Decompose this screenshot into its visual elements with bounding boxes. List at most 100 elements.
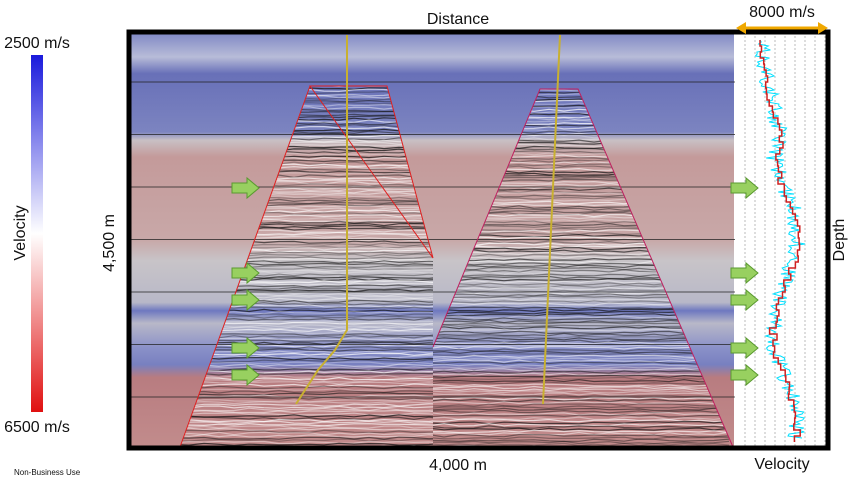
reflector <box>433 301 730 306</box>
reflector <box>433 297 730 302</box>
reflector <box>433 262 730 266</box>
reflector <box>180 414 433 418</box>
reflector <box>433 409 730 414</box>
colorbar-title: Velocity <box>12 205 29 260</box>
reflector <box>180 345 433 350</box>
reflector <box>180 440 433 445</box>
reflector <box>433 224 729 229</box>
reflector <box>433 264 730 269</box>
reflector <box>433 312 730 317</box>
trapezoid-edge <box>432 88 734 448</box>
reflector <box>433 209 730 214</box>
reflector <box>433 290 730 295</box>
reflector <box>433 284 730 289</box>
reflector <box>433 367 730 372</box>
reflector <box>433 286 730 291</box>
scale-arrowhead <box>818 22 828 34</box>
colorbar <box>31 55 43 412</box>
reflector <box>433 227 730 231</box>
reflector <box>433 317 730 321</box>
reflector <box>433 378 730 383</box>
reflector <box>433 220 730 225</box>
reflector <box>433 337 730 341</box>
reflector <box>433 398 730 403</box>
reflector <box>433 427 730 431</box>
log-curves <box>744 32 826 448</box>
reflector <box>433 365 730 370</box>
marker-arrow <box>730 176 759 200</box>
reflector <box>433 211 730 216</box>
reflector <box>433 348 730 352</box>
reflector <box>433 255 730 260</box>
marker-arrow <box>231 176 260 200</box>
reflector <box>433 295 730 300</box>
reflector <box>433 429 730 434</box>
reflector <box>180 418 433 423</box>
reflector <box>180 405 433 410</box>
reflector <box>180 392 433 396</box>
marker-arrow <box>231 288 260 312</box>
colorbar-top: 2500 m/s <box>4 35 70 52</box>
reflector <box>433 414 730 418</box>
reflector <box>433 343 730 348</box>
reflector <box>180 370 433 374</box>
reflector <box>433 251 730 256</box>
depth-label: 4,500 m <box>101 214 118 272</box>
reflector <box>433 361 729 365</box>
reflector <box>433 324 730 328</box>
trapezoid-edge <box>179 85 311 448</box>
reflector <box>433 275 730 280</box>
reflector <box>433 244 730 249</box>
reflector <box>433 411 729 416</box>
reflector <box>433 299 730 304</box>
reflector <box>433 389 730 394</box>
reflector <box>433 396 730 401</box>
reflector <box>433 440 730 445</box>
marker-arrow <box>231 261 260 285</box>
reflector <box>180 416 433 421</box>
reflector <box>180 374 433 379</box>
reflector <box>180 434 433 438</box>
trapezoid-edge <box>309 85 434 259</box>
reflector <box>180 381 433 385</box>
reflector <box>180 396 433 401</box>
reflector <box>433 240 730 245</box>
reflector <box>180 438 433 442</box>
reflector <box>180 403 433 407</box>
reflector <box>433 246 730 251</box>
reflector <box>433 200 730 205</box>
reflector <box>433 392 730 396</box>
reflector <box>180 350 433 354</box>
reflector <box>433 260 730 264</box>
reflector <box>433 205 730 209</box>
reflector <box>433 326 730 330</box>
frame <box>126 29 831 451</box>
reflector <box>180 409 433 414</box>
reflector <box>433 376 730 381</box>
log-raw <box>754 39 806 439</box>
reflector <box>433 266 730 271</box>
reflector <box>433 304 729 308</box>
reflector <box>180 412 433 416</box>
reflector <box>433 216 730 220</box>
reflector <box>180 363 433 368</box>
reflector <box>433 271 730 275</box>
reflector <box>433 356 730 361</box>
reflector <box>180 420 433 425</box>
reflector <box>433 420 730 425</box>
log-depth: Depth <box>831 219 848 262</box>
reflector <box>433 359 730 363</box>
reflector <box>433 233 730 238</box>
reflector <box>180 431 433 436</box>
reflector <box>433 235 730 240</box>
reflector <box>433 387 730 392</box>
reflector <box>180 429 433 434</box>
log-panel <box>735 32 828 448</box>
reflector <box>433 385 730 390</box>
marker-arrow <box>730 336 759 360</box>
reflector <box>180 359 433 363</box>
reflector <box>433 334 730 339</box>
reflector <box>433 257 730 262</box>
